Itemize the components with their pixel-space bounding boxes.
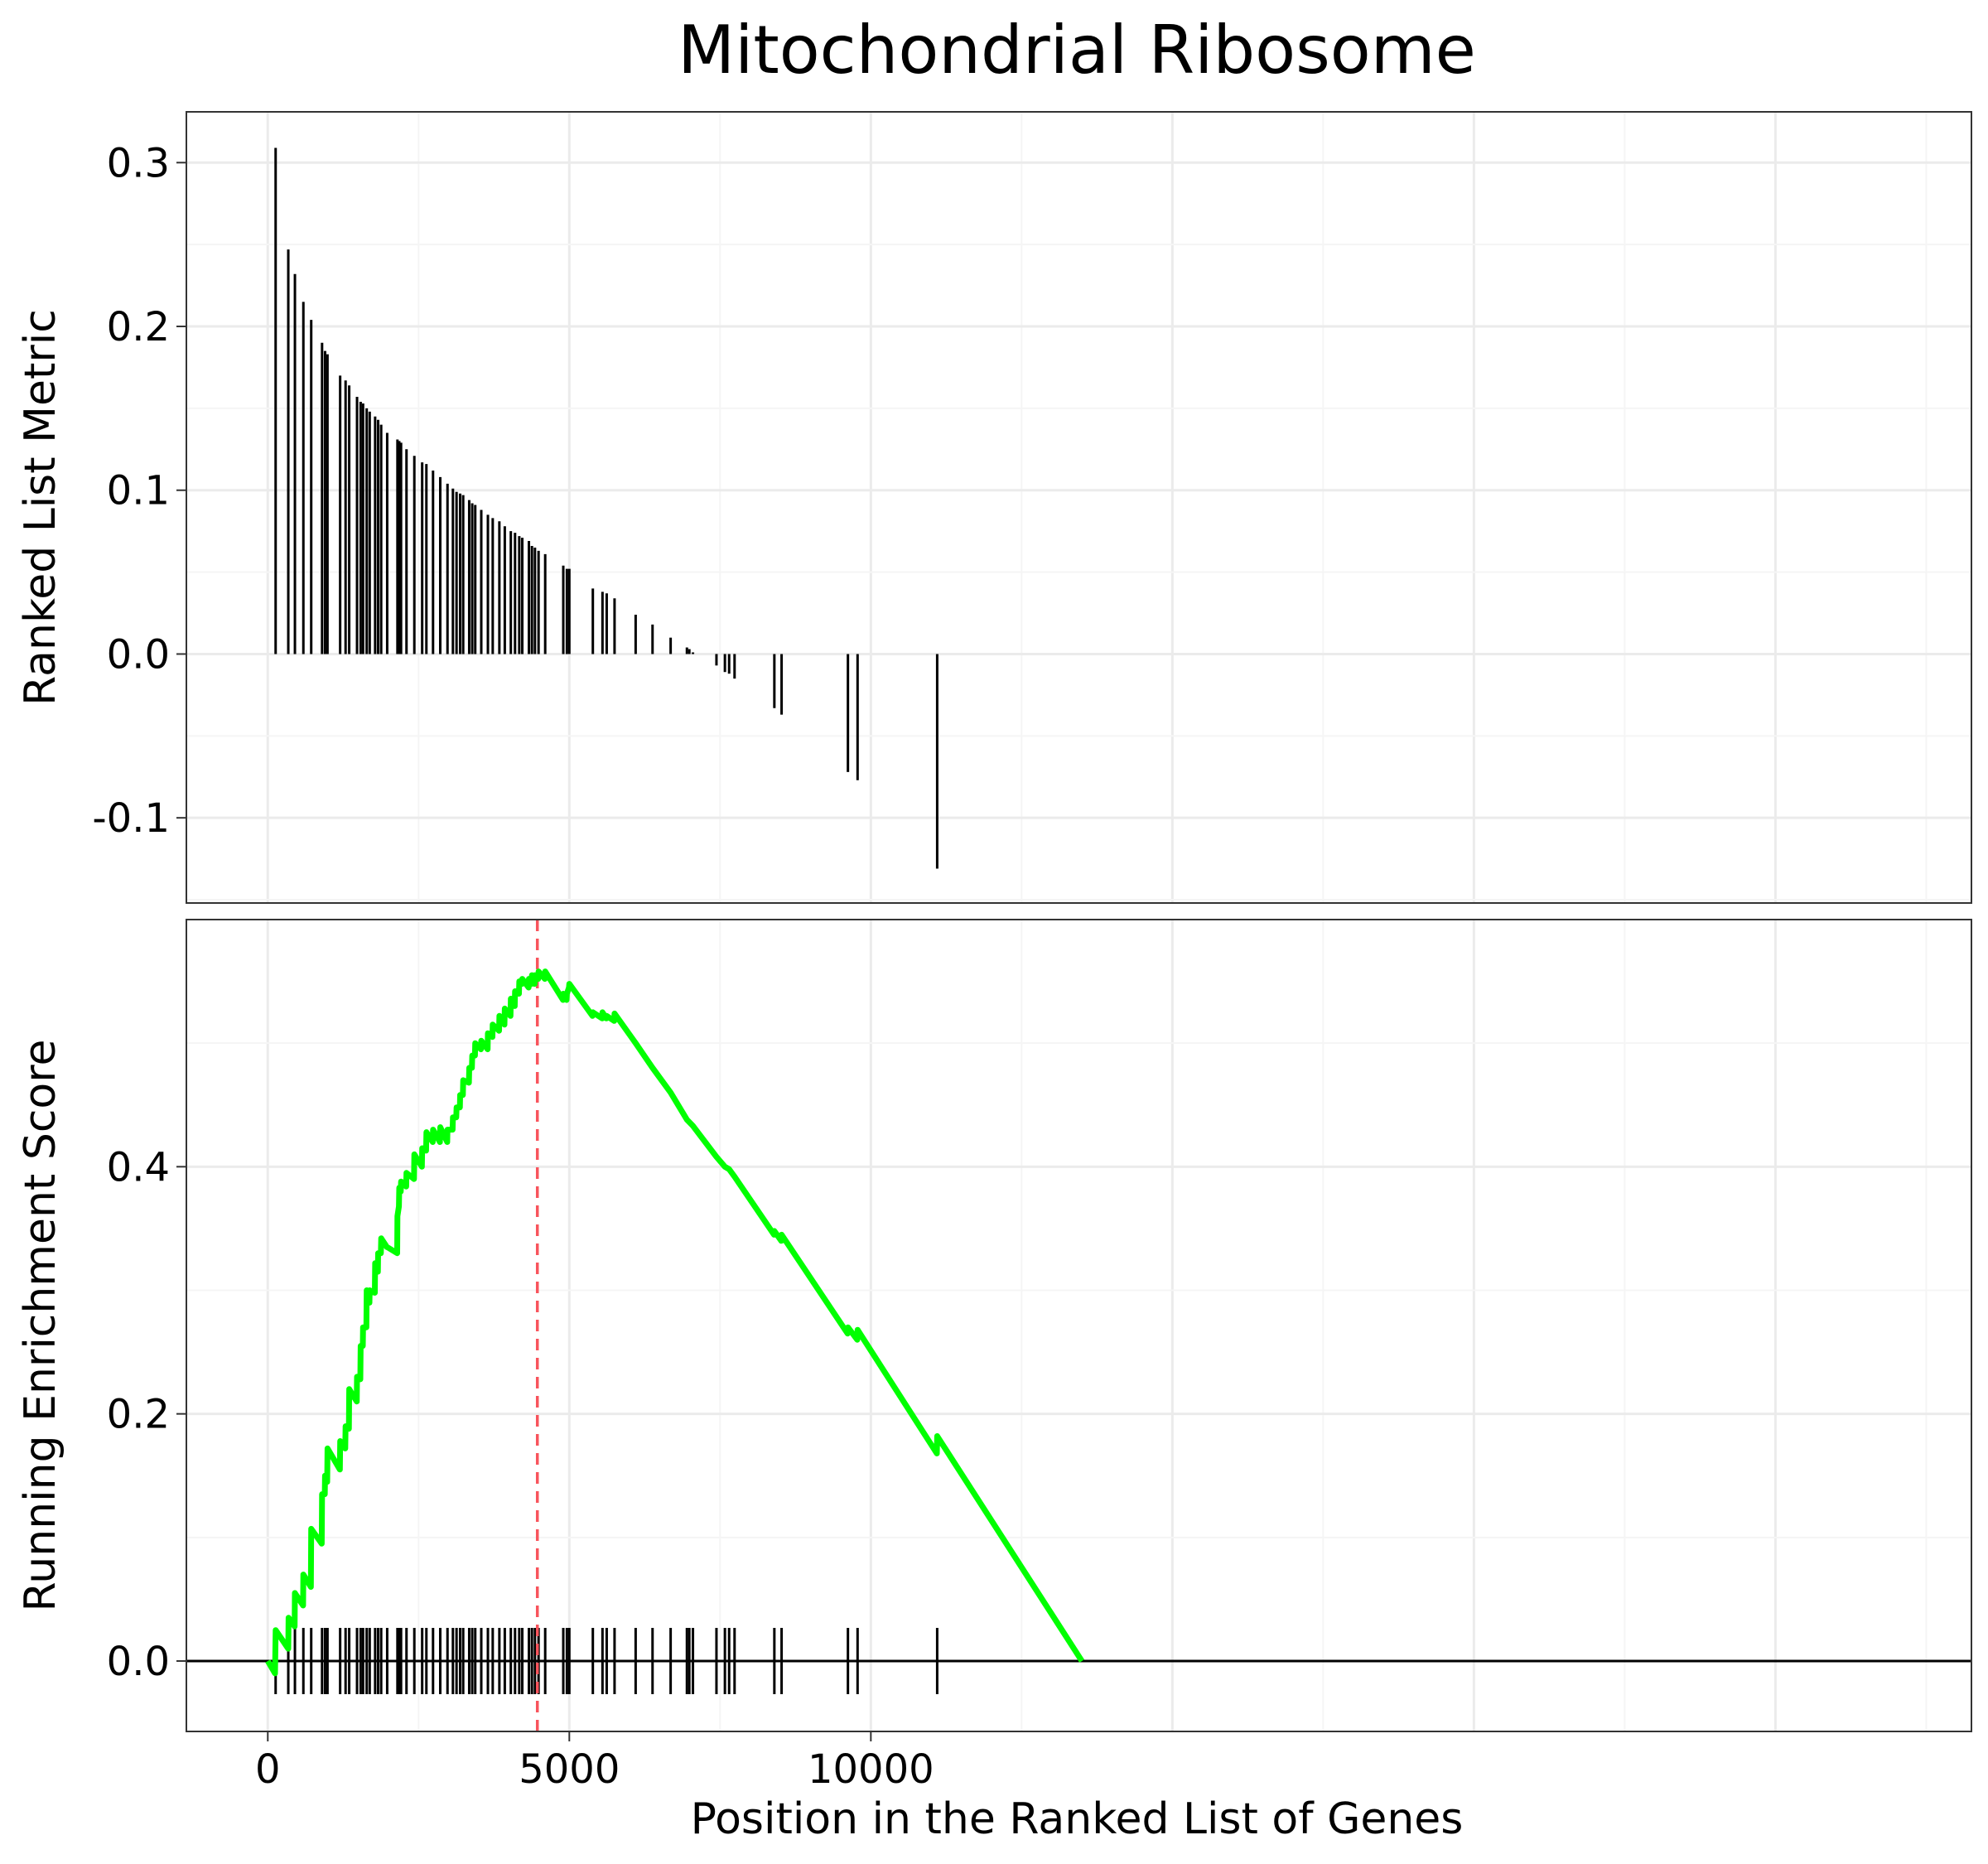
running-es-panel-border — [186, 919, 1972, 1732]
ranked-metric-y-axis: -0.1 0.0 0.1 0.2 0.3 — [92, 140, 186, 842]
y-tick-label: 0.2 — [107, 1392, 170, 1438]
x-tick-label: 5000 — [519, 1746, 620, 1793]
y-tick-label: 0.1 — [107, 468, 170, 514]
y-tick-label: 0.2 — [107, 304, 170, 350]
chart-title: Mitochondrial Ribosome — [678, 12, 1476, 89]
running-es-y-axis: 0.0 0.2 0.4 — [107, 1144, 186, 1685]
x-tick-label: 10000 — [808, 1746, 934, 1793]
running-es-panel: 0.0 0.2 0.4 0 5000 10000 Running Enrichment … — [16, 919, 1972, 1844]
y-tick-label: 0.3 — [107, 140, 170, 186]
x-axis: 0 5000 10000 — [255, 1731, 934, 1793]
y-tick-label: -0.1 — [92, 795, 170, 842]
x-axis-title: Position in the Ranked List of Genes — [691, 1794, 1464, 1844]
y-tick-label: 0.4 — [107, 1144, 170, 1190]
running-es-y-axis-title: Running Enrichment Score — [16, 1040, 65, 1612]
y-tick-label: 0.0 — [107, 1639, 170, 1685]
ranked-metric-grid — [186, 112, 1971, 903]
ranked-metric-bars — [274, 147, 939, 869]
y-tick-label: 0.0 — [107, 631, 170, 678]
ranked-metric-y-axis-title: Ranked List Metric — [16, 309, 65, 706]
running-es-line — [265, 968, 1085, 1677]
ranked-metric-panel: -0.1 0.0 0.1 0.2 0.3 Ranked List Metric — [16, 111, 1972, 904]
x-tick-label: 0 — [255, 1746, 281, 1793]
ranked-metric-panel-border — [186, 111, 1972, 904]
